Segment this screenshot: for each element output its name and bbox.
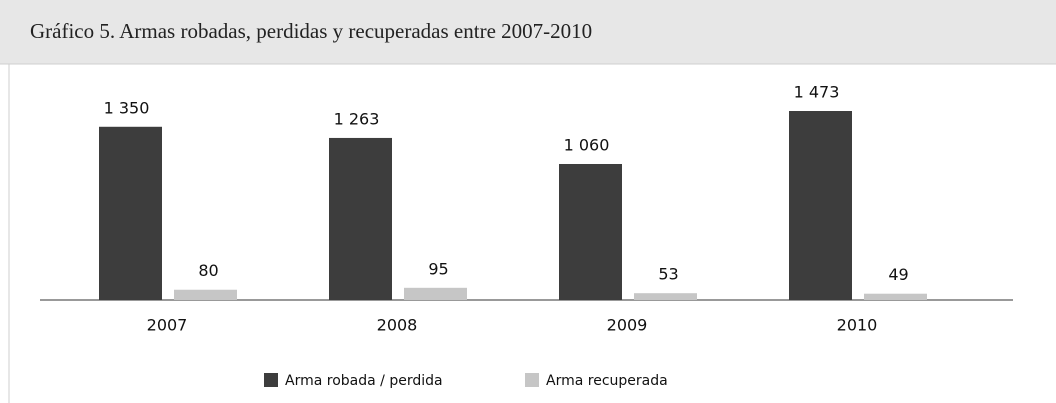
legend-label: Arma recuperada [546,373,668,389]
chart-title: Gráfico 5. Armas robadas, perdidas y rec… [30,19,592,43]
bar [329,137,392,300]
bar [559,163,622,300]
value-label: 49 [888,265,908,284]
legend-swatch [525,373,539,387]
x-tick-label: 2009 [607,316,648,335]
value-label: 95 [428,259,448,278]
header-band [0,0,1056,64]
legend-label: Arma robada / perdida [285,373,443,389]
x-tick-label: 2010 [837,316,878,335]
legend-swatch [264,373,278,387]
value-label: 1 263 [334,109,380,128]
value-label: 1 060 [564,135,610,154]
bar [789,111,852,300]
value-label: 1 473 [794,83,840,102]
bar [174,289,237,300]
value-label: 80 [198,261,218,280]
value-label: 53 [658,265,678,284]
x-tick-label: 2007 [147,316,188,335]
bar [634,293,697,300]
bar [99,126,162,300]
bar [404,287,467,300]
bar [864,293,927,300]
value-label: 1 350 [104,98,150,117]
x-tick-label: 2008 [377,316,418,335]
